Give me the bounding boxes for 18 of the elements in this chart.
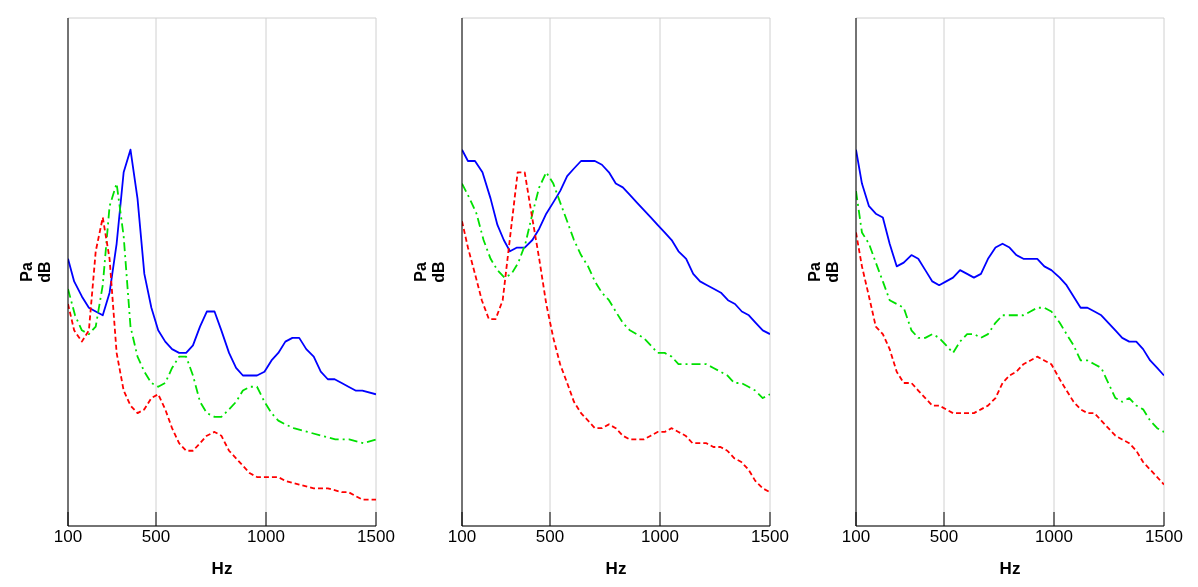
x-tick-label: 500 bbox=[929, 527, 959, 547]
y-axis-title: Pa dB bbox=[18, 261, 53, 283]
x-tick-label: 1000 bbox=[641, 527, 679, 547]
x-tick-label: 100 bbox=[841, 527, 871, 547]
x-tick-label: 100 bbox=[447, 527, 477, 547]
y-axis-title: Pa dB bbox=[412, 261, 447, 283]
x-tick-label: 500 bbox=[141, 527, 171, 547]
x-tick-label: 1000 bbox=[247, 527, 285, 547]
x-axis-title: Hz bbox=[211, 559, 233, 578]
x-axis-title: Hz bbox=[999, 559, 1021, 578]
y-axis-title: Pa dB bbox=[806, 261, 841, 283]
x-tick-label: 1000 bbox=[1035, 527, 1073, 547]
x-tick-label: 1500 bbox=[1145, 527, 1183, 547]
x-tick-label: 1500 bbox=[357, 527, 395, 547]
x-tick-label: 500 bbox=[535, 527, 565, 547]
x-axis-title: Hz bbox=[605, 559, 627, 578]
x-tick-label: 100 bbox=[53, 527, 83, 547]
x-tick-label: 1500 bbox=[751, 527, 789, 547]
